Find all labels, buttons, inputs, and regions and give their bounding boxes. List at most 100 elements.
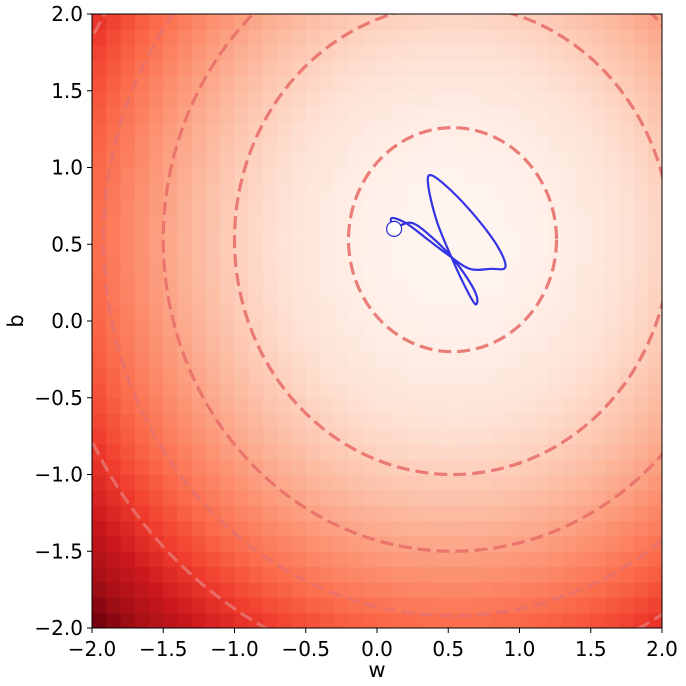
heatmap-cell xyxy=(134,367,150,383)
heatmap-cell xyxy=(348,459,364,476)
heatmap-cell xyxy=(220,489,236,506)
heatmap-cell xyxy=(305,14,321,30)
heatmap-cell xyxy=(576,520,592,537)
heatmap-cell xyxy=(234,459,250,476)
heatmap-cell xyxy=(320,489,335,506)
heatmap-cell xyxy=(248,413,264,430)
heatmap-cell xyxy=(419,520,435,537)
heatmap-cell xyxy=(177,321,193,337)
heatmap-cell xyxy=(491,535,506,552)
heatmap-cell xyxy=(405,413,421,430)
heatmap-cell xyxy=(491,121,506,138)
heatmap-cell xyxy=(191,60,207,76)
heatmap-cell xyxy=(505,351,521,368)
heatmap-cell xyxy=(263,428,278,445)
heatmap-cell xyxy=(163,535,179,552)
heatmap-cell xyxy=(448,413,464,430)
heatmap-cell xyxy=(134,428,150,445)
heatmap-cell xyxy=(277,474,293,491)
heatmap-cell xyxy=(533,259,549,276)
heatmap-cell xyxy=(277,198,293,215)
heatmap-cell xyxy=(605,612,620,628)
heatmap-cell xyxy=(362,198,378,215)
heatmap-cell xyxy=(120,305,136,322)
heatmap-cell xyxy=(391,566,407,583)
heatmap-cell xyxy=(562,581,578,598)
heatmap-cell xyxy=(163,505,179,522)
heatmap-cell xyxy=(191,121,207,138)
heatmap-cell xyxy=(206,75,221,92)
heatmap-cell xyxy=(334,29,350,46)
heatmap-cell xyxy=(590,60,606,76)
heatmap-cell xyxy=(533,459,549,476)
heatmap-cell xyxy=(590,612,606,628)
heatmap-cell xyxy=(234,413,250,430)
heatmap-cell xyxy=(377,274,392,291)
heatmap-cell xyxy=(291,597,307,614)
heatmap-cell xyxy=(220,14,236,30)
heatmap-cell xyxy=(263,167,278,184)
heatmap-cell xyxy=(120,228,136,245)
heatmap-cell xyxy=(419,90,435,107)
heatmap-cell xyxy=(134,213,150,230)
heatmap-cell xyxy=(348,505,364,522)
heatmap-cell xyxy=(448,443,464,460)
heatmap-cell xyxy=(519,198,535,215)
heatmap-cell xyxy=(191,244,207,261)
y-tick-label: −2.0 xyxy=(34,616,83,640)
heatmap-cell xyxy=(106,60,122,76)
heatmap-cell xyxy=(320,167,335,184)
heatmap-cell xyxy=(448,60,464,76)
heatmap-cell xyxy=(377,198,392,215)
heatmap-cell xyxy=(277,29,293,46)
heatmap-cell xyxy=(92,182,107,199)
heatmap-cell xyxy=(362,428,378,445)
heatmap-cell xyxy=(134,474,150,491)
heatmap-cell xyxy=(448,351,464,368)
heatmap-cell xyxy=(462,152,478,169)
heatmap-cell xyxy=(519,597,535,614)
heatmap-cell xyxy=(562,367,578,383)
heatmap-cell xyxy=(263,213,278,230)
heatmap-cell xyxy=(177,597,193,614)
heatmap-cell xyxy=(206,443,221,460)
heatmap-cell xyxy=(605,581,620,598)
heatmap-cell xyxy=(576,367,592,383)
heatmap-cell xyxy=(134,382,150,399)
heatmap-cell xyxy=(277,397,293,414)
heatmap-cell xyxy=(177,14,193,30)
heatmap-cell xyxy=(448,367,464,383)
heatmap-cell xyxy=(377,505,392,522)
y-tick-label: −1.5 xyxy=(34,539,83,563)
heatmap-cell xyxy=(263,566,278,583)
heatmap-cell xyxy=(377,428,392,445)
heatmap-cell xyxy=(191,290,207,307)
heatmap-cell xyxy=(163,290,179,307)
heatmap-cell xyxy=(92,60,107,76)
heatmap-cell xyxy=(248,182,264,199)
heatmap-cell xyxy=(590,382,606,399)
y-axis-label: b xyxy=(4,314,28,327)
contour-line xyxy=(346,125,559,354)
heatmap-cell xyxy=(120,198,136,215)
heatmap-cell xyxy=(434,321,449,337)
heatmap-cell xyxy=(106,535,122,552)
heatmap-cell xyxy=(476,29,492,46)
heatmap-cell xyxy=(106,29,122,46)
heatmap-cell xyxy=(362,60,378,76)
heatmap-cell xyxy=(434,597,449,614)
heatmap-cell xyxy=(362,566,378,583)
heatmap-cell xyxy=(476,597,492,614)
heatmap-cell xyxy=(92,136,107,153)
heatmap-cell xyxy=(334,259,350,276)
heatmap-cell xyxy=(377,167,392,184)
heatmap-cell xyxy=(191,428,207,445)
heatmap-cell xyxy=(106,182,122,199)
heatmap-cell xyxy=(605,60,620,76)
heatmap-cell xyxy=(106,505,122,522)
heatmap-cell xyxy=(191,459,207,476)
heatmap-cell xyxy=(305,535,321,552)
heatmap-cell xyxy=(163,259,179,276)
heatmap-cell xyxy=(277,413,293,430)
heatmap-cell xyxy=(605,551,620,568)
